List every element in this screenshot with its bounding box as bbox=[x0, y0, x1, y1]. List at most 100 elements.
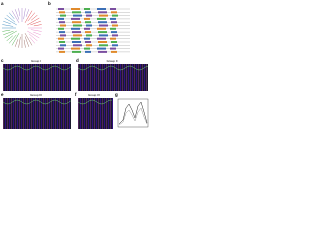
motif bbox=[85, 50, 91, 53]
cell bbox=[92, 98, 93, 129]
branch bbox=[14, 39, 19, 47]
motif bbox=[111, 31, 117, 34]
cell bbox=[104, 64, 105, 91]
motif bbox=[58, 27, 64, 30]
cell bbox=[116, 64, 117, 91]
figure: a b c Group I d Group II e Group III f G… bbox=[1, 1, 149, 129]
panel-label: e bbox=[1, 92, 4, 97]
branch bbox=[24, 36, 30, 47]
motif bbox=[72, 41, 81, 43]
panel-title: Group I bbox=[31, 59, 41, 63]
branch bbox=[28, 33, 38, 42]
cell bbox=[69, 98, 70, 129]
cell bbox=[41, 98, 42, 129]
motif bbox=[112, 34, 118, 37]
cell bbox=[15, 98, 16, 129]
cell bbox=[7, 64, 8, 91]
cell bbox=[21, 64, 22, 91]
cell bbox=[98, 64, 99, 91]
profile bbox=[2, 65, 72, 71]
motif bbox=[71, 37, 80, 40]
motif bbox=[98, 41, 107, 43]
cell bbox=[35, 64, 36, 91]
motif bbox=[99, 14, 108, 17]
cell bbox=[9, 64, 10, 91]
cell bbox=[136, 64, 137, 91]
motif bbox=[59, 41, 65, 43]
cell bbox=[110, 64, 111, 91]
branch bbox=[23, 8, 26, 20]
cell bbox=[67, 98, 68, 129]
motif bbox=[59, 50, 65, 53]
cell bbox=[146, 64, 147, 91]
cell bbox=[86, 98, 87, 129]
branch bbox=[18, 36, 21, 48]
motif bbox=[99, 34, 108, 37]
cell bbox=[102, 98, 103, 129]
plot-frame bbox=[117, 98, 149, 128]
branch bbox=[8, 34, 17, 44]
cell bbox=[98, 98, 99, 129]
cell bbox=[59, 64, 60, 91]
cell bbox=[29, 98, 30, 129]
cell bbox=[118, 64, 119, 91]
cell bbox=[67, 64, 68, 91]
motif bbox=[58, 8, 64, 10]
motif bbox=[97, 8, 106, 10]
motif bbox=[84, 27, 90, 30]
cell bbox=[90, 64, 91, 91]
cell bbox=[102, 64, 103, 91]
motif bbox=[59, 11, 65, 14]
motif bbox=[110, 27, 116, 30]
motif bbox=[97, 17, 106, 20]
branch bbox=[33, 31, 41, 36]
cell bbox=[49, 98, 50, 129]
branch bbox=[3, 20, 11, 25]
cell bbox=[142, 64, 143, 91]
cell bbox=[96, 64, 97, 91]
motif bbox=[111, 11, 117, 14]
motif bbox=[86, 14, 92, 17]
curve bbox=[118, 101, 148, 125]
motif bbox=[71, 47, 80, 50]
cell bbox=[51, 64, 52, 91]
panel-title: Group III bbox=[30, 93, 42, 97]
cell bbox=[94, 64, 95, 91]
motif bbox=[99, 44, 108, 47]
motif bbox=[110, 37, 116, 40]
cell bbox=[5, 64, 6, 91]
cell bbox=[84, 98, 85, 129]
cell bbox=[94, 98, 95, 129]
cell bbox=[27, 64, 28, 91]
cell bbox=[78, 98, 79, 129]
motif bbox=[72, 31, 81, 34]
motif bbox=[85, 31, 91, 34]
motif bbox=[86, 24, 92, 27]
cell bbox=[63, 98, 64, 129]
cell bbox=[39, 98, 40, 129]
branch bbox=[4, 30, 17, 39]
motif bbox=[73, 24, 82, 27]
branch bbox=[2, 29, 11, 32]
cell bbox=[61, 98, 62, 129]
profile bbox=[77, 99, 113, 105]
cell bbox=[124, 64, 125, 91]
motif bbox=[73, 34, 82, 37]
branch bbox=[14, 9, 20, 20]
cell bbox=[31, 98, 32, 129]
cell bbox=[25, 98, 26, 129]
cell bbox=[43, 98, 44, 129]
panel-label: g bbox=[115, 92, 118, 97]
heatmap bbox=[2, 98, 72, 129]
cell bbox=[51, 98, 52, 129]
motif bbox=[60, 14, 66, 17]
cell bbox=[3, 64, 4, 91]
motif bbox=[98, 31, 107, 34]
cell bbox=[37, 64, 38, 91]
cell bbox=[19, 98, 20, 129]
motif bbox=[112, 44, 118, 47]
panel-label: f bbox=[75, 92, 77, 97]
cell bbox=[55, 64, 56, 91]
motif bbox=[72, 21, 81, 24]
profile bbox=[77, 65, 149, 71]
